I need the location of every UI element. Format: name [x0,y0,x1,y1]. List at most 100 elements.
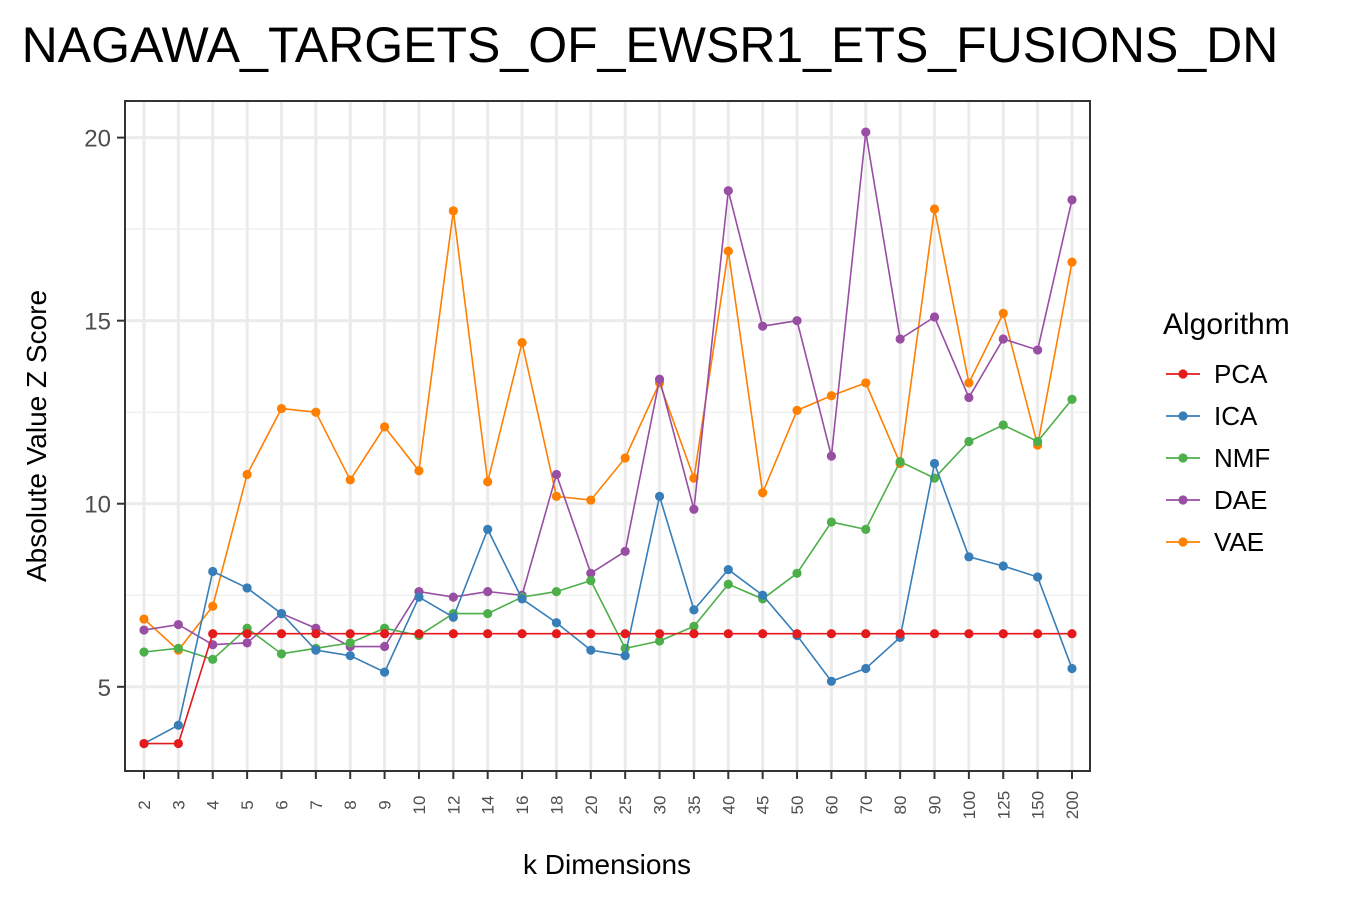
data-point-nmf [689,621,699,631]
data-point-vae [1067,257,1077,267]
data-point-vae [517,338,527,348]
data-point-pca [551,629,562,639]
data-point-pca [345,629,355,639]
y-tick-label: 10 [84,492,111,519]
data-point-vae [276,403,287,414]
x-tick-label: 16 [513,796,532,815]
data-point-dae [861,127,871,137]
data-point-nmf [345,638,355,648]
series-dae [139,127,1077,652]
x-tick-label: 7 [307,800,326,809]
x-tick-label: 3 [169,800,188,809]
data-point-pca [998,629,1008,639]
legend: Algorithm PCA ICA NMF DAE VAE [1163,308,1290,557]
data-point-ica [208,566,218,577]
legend-label: NMF [1214,443,1270,473]
data-point-vae [723,246,733,256]
x-tick-label: 18 [547,796,566,815]
x-tick-label: 80 [891,796,910,815]
data-point-nmf [861,524,871,534]
data-point-pca [723,629,733,639]
data-point-ica [1067,663,1077,674]
data-point-vae [345,475,355,485]
x-tick-label: 14 [479,796,498,815]
data-point-dae [654,374,665,384]
data-point-ica [723,565,733,575]
x-tick-label: 70 [857,796,876,815]
y-axis-title: Absolute Value Z Score [21,290,52,582]
legend-item-vae: VAE [1166,527,1264,557]
data-point-pca [895,629,905,639]
data-point-pca [1067,629,1077,639]
data-point-vae [861,378,871,388]
legend-label: VAE [1214,527,1264,557]
data-point-vae [929,204,940,214]
data-point-pca [379,629,390,639]
data-point-vae [586,495,596,505]
data-point-dae [1067,195,1077,205]
data-point-dae [929,312,940,322]
data-point-ica [551,618,562,628]
data-point-ica [964,552,974,562]
data-point-ica [861,663,871,674]
legend-title: Algorithm [1163,308,1290,341]
y-tick-label: 20 [84,126,111,153]
data-point-dae [1033,345,1043,355]
data-point-nmf [998,420,1008,430]
data-point-ica [414,592,424,602]
data-point-dae [723,186,733,196]
data-point-dae [964,392,974,403]
data-point-nmf [964,436,974,447]
data-point-nmf [276,649,287,659]
data-point-pca [483,629,493,639]
legend-key-point [1178,453,1188,463]
data-point-pca [654,629,665,639]
data-point-ica [1033,572,1043,582]
y-tick-label: 5 [98,675,111,702]
data-point-nmf [586,576,596,586]
data-point-dae [758,321,768,331]
legend-key-point [1178,537,1188,547]
data-point-ica [620,651,630,661]
data-point-vae [620,453,630,463]
data-point-dae [826,451,837,461]
data-point-nmf [792,568,802,578]
data-point-pca [826,629,837,639]
series-vae [139,204,1077,655]
data-point-vae [964,378,974,388]
data-point-vae [483,477,493,487]
x-tick-label: 5 [238,800,257,809]
y-axis: 5 10 15 20 [84,126,125,702]
data-point-ica [345,651,355,661]
data-point-vae [139,614,149,624]
x-tick-label: 100 [960,791,979,819]
data-point-pca [620,629,630,639]
data-point-ica [929,458,940,469]
data-point-ica [173,720,183,730]
x-tick-label: 50 [788,796,807,815]
data-point-pca [311,629,321,639]
data-point-ica [242,583,252,593]
y-tick-label: 15 [84,309,111,336]
data-point-vae [689,473,699,483]
chart-title: NAGAWA_TARGETS_OF_EWSR1_ETS_FUSIONS_DN [22,17,1279,73]
x-axis: 2 3 4 5 6 7 8 9 10 12 14 16 18 20 25 30 35 40 45 50 60 70 80 90… [135,771,1082,819]
data-point-pca [242,629,252,639]
data-point-dae [242,638,252,648]
data-point-nmf [483,608,493,619]
x-tick-label: 200 [1063,791,1082,819]
series-line-pca [144,632,1072,745]
data-point-vae [311,407,321,417]
x-tick-label: 150 [1029,791,1048,819]
legend-label: ICA [1214,401,1258,431]
grid [125,101,1090,771]
data-point-pca [139,738,149,749]
x-tick-label: 45 [754,796,773,815]
data-point-ica [483,524,493,534]
series-line-vae [143,208,1073,652]
x-axis-title: k Dimensions [523,849,691,880]
legend-label: PCA [1214,359,1268,389]
series-pca [139,629,1077,749]
data-point-dae [620,546,630,556]
